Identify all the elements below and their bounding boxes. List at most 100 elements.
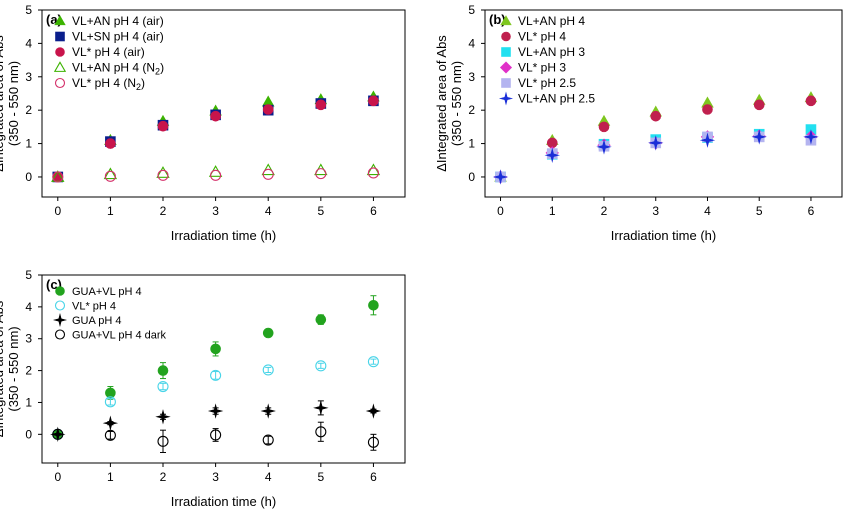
x-tick-label: 2: [160, 470, 167, 484]
x-tick-label: 4: [704, 204, 711, 218]
data-point: [207, 403, 224, 419]
y-tick-label: 0: [25, 170, 32, 184]
series-gua-ph-4: [50, 400, 382, 443]
data-point: [103, 167, 118, 180]
series-gua-vl-ph-4: [52, 295, 379, 440]
series-vl-an-ph-3: [495, 124, 817, 183]
legend-label: VL* pH 2.5: [518, 76, 576, 90]
legend: VL+AN pH 4 VL* pH 4VL+AN pH 3 VL* pH 3VL* …: [498, 14, 595, 106]
legend-marker: [501, 78, 511, 88]
data-point: [262, 168, 274, 180]
y-tick-label: 1: [25, 395, 32, 409]
legend-label-text: VL+AN pH 2.5: [518, 92, 595, 106]
x-tick-label: 2: [160, 204, 167, 218]
legend-label-text: VL+AN pH 3: [518, 45, 585, 59]
legend-label: VL+AN pH 4 (N2): [72, 61, 164, 77]
data-point: [102, 415, 119, 431]
x-tick-label: 0: [497, 204, 504, 218]
x-tick-label: 6: [370, 204, 377, 218]
legend: GUA+VL pH 4 VL* pH 4 GUA pH 4 GUA+VL pH 4 d…: [52, 286, 167, 342]
data-point: [155, 409, 171, 425]
y-tick-label: 3: [468, 70, 475, 84]
plot-frame: [41, 274, 406, 464]
data-point: [262, 434, 274, 446]
data-point: [210, 169, 222, 181]
legend-label: VL+AN pH 2.5: [518, 92, 595, 106]
legend-marker: [54, 329, 66, 340]
legend-marker: [52, 312, 68, 328]
data-point: [157, 435, 169, 447]
data-point: [699, 132, 716, 148]
series-vl-an-ph-4-n: [51, 163, 381, 182]
x-axis-label: Irradiation time (h): [171, 494, 276, 509]
data-point: [315, 99, 327, 111]
y-tick-label: 0: [468, 170, 475, 184]
data-point: [648, 135, 664, 151]
data-point: [751, 129, 767, 145]
y-axis-label: ΔIntegrated area of Abs(350 - 550 nm): [434, 35, 464, 172]
legend-label-text: GUA+VL pH 4 dark: [72, 330, 167, 342]
x-axis-label: Irradiation time (h): [171, 228, 276, 243]
x-tick-label: 4: [265, 204, 272, 218]
legend-label-post: ): [160, 61, 164, 75]
data-point: [598, 121, 610, 133]
data-point: [104, 396, 116, 408]
x-tick-label: 0: [54, 470, 61, 484]
data-point: [315, 426, 327, 438]
series-vl-an-ph-2-5: [492, 129, 819, 185]
legend-label: VL* pH 4: [518, 30, 566, 44]
x-axis-label: Irradiation time (h): [611, 228, 716, 243]
legend-marker: [55, 47, 65, 57]
data-point: [314, 163, 328, 176]
y-tick-label: 1: [25, 137, 32, 151]
data-point: [368, 299, 379, 311]
y-tick-label: 2: [25, 364, 32, 378]
legend-label-text: GUA pH 4: [72, 315, 122, 327]
y-axis-label-line1: ΔIntegrated area of Abs: [0, 35, 6, 172]
y-tick-label: 5: [25, 268, 32, 282]
data-point: [260, 403, 276, 419]
y-tick-label: 5: [25, 3, 32, 17]
x-tick-label: 4: [265, 470, 272, 484]
series-vl-ph-4: [52, 356, 379, 440]
data-point: [52, 171, 64, 183]
data-point: [157, 120, 169, 132]
data-point: [544, 147, 560, 163]
x-tick-label: 1: [549, 204, 556, 218]
x-tick-label: 5: [756, 204, 763, 218]
legend-marker: [55, 31, 65, 42]
plot-frame: [41, 9, 406, 198]
data-point: [210, 110, 221, 122]
x-tick-label: 6: [370, 470, 377, 484]
legend-marker: [53, 61, 67, 72]
data-point: [105, 387, 116, 399]
legend-label-post: ): [141, 76, 145, 90]
data-point: [367, 436, 379, 448]
legend-label-text: VL* pH 4: [518, 30, 566, 44]
data-point: [315, 360, 327, 372]
legend-label-text: GUA+VL pH 4: [72, 286, 142, 298]
y-tick-label: 3: [25, 332, 32, 346]
data-point: [262, 104, 274, 115]
legend-marker: [501, 47, 511, 57]
legend-label-text: VL* pH 2.5: [518, 76, 576, 90]
legend-label-sub: 2: [155, 67, 160, 77]
y-axis-label-line1: ΔIntegrated area of Abs: [0, 300, 6, 437]
data-point: [51, 170, 65, 182]
legend-label: VL* pH 4: [72, 301, 116, 313]
x-tick-label: 1: [107, 470, 114, 484]
y-tick-label: 0: [25, 427, 32, 441]
x-tick-label: 5: [317, 470, 324, 484]
x-tick-label: 3: [652, 204, 659, 218]
legend-label: GUA+VL pH 4: [72, 286, 142, 298]
data-point: [156, 166, 170, 178]
data-point: [157, 169, 169, 181]
legend-label-text: VL+AN pH 4 (air): [72, 14, 164, 28]
legend-label: VL* pH 4 (air): [72, 45, 145, 59]
series-vl-an-ph-4-air: [51, 90, 380, 182]
y-tick-label: 4: [25, 36, 32, 50]
y-axis-label-line2: (350 - 550 nm): [449, 61, 464, 146]
legend-marker: [55, 286, 65, 296]
data-point: [208, 165, 223, 177]
